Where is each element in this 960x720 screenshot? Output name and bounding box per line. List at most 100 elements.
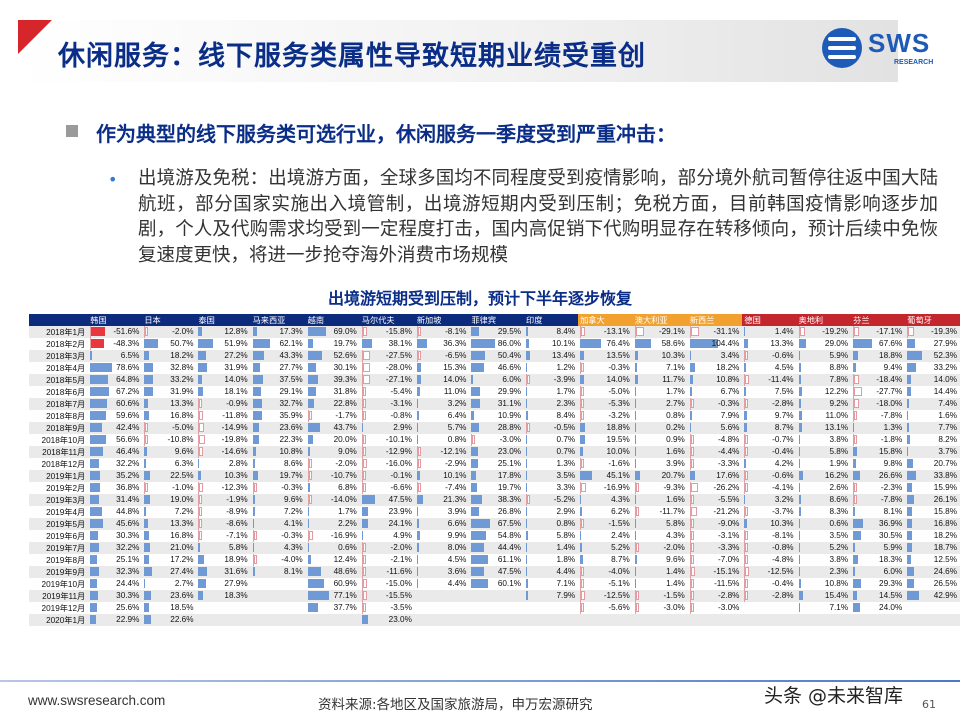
negative-bar — [362, 435, 366, 444]
dot-bullet-icon: • — [108, 170, 118, 189]
cell-value: 18.5% — [170, 603, 194, 612]
table-row: 2018年8月 59.6% 16.8% -11.8% 35.9% -1.7% -0.8% 6.… — [29, 410, 960, 422]
zero-line — [689, 326, 691, 338]
table-cell: 8.0% — [414, 542, 470, 554]
table-cell: -6.5% — [414, 350, 470, 362]
positive-bar — [90, 435, 106, 444]
zero-line — [416, 446, 418, 458]
cell-value: 6.6% — [447, 519, 467, 528]
cell-value: 67.5% — [497, 519, 522, 528]
table-cell: -3.0% — [633, 602, 688, 614]
cell-value: 3.8% — [829, 555, 849, 564]
table-cell: -11.6% — [359, 566, 415, 578]
negative-bar — [799, 327, 805, 336]
zero-line — [526, 422, 528, 434]
table-cell: -14.9% — [196, 422, 251, 434]
cell-value: 4.3% — [611, 495, 630, 504]
positive-bar — [416, 435, 418, 444]
positive-bar — [634, 579, 636, 588]
cell-value: 45.6% — [116, 519, 140, 528]
cell-value: 17.2% — [170, 555, 194, 564]
positive-bar — [634, 363, 637, 372]
table-cell: 16.8% — [142, 530, 196, 542]
cell-value: 19.7% — [497, 483, 522, 492]
column-header: 菲律宾 — [469, 314, 525, 326]
table-cell — [414, 614, 470, 626]
cell-value: 1.6% — [666, 495, 685, 504]
table-cell: 12.2% — [797, 386, 852, 398]
cell-value: 7.1% — [556, 579, 576, 588]
zero-line — [471, 434, 473, 446]
table-cell: 3.9% — [633, 458, 688, 470]
cell-value: 6.4% — [447, 411, 467, 420]
cell-value: -2.0% — [390, 543, 412, 552]
cell-value: -2.3% — [880, 483, 903, 492]
cell-value: -1.7% — [335, 411, 357, 420]
cell-value: -0.3% — [281, 483, 303, 492]
table-header-corner — [29, 314, 89, 326]
table-cell: 14.5% — [851, 590, 906, 602]
table-cell: 26.5% — [905, 578, 960, 590]
cell-value: 23.0% — [388, 615, 412, 624]
table-cell: 6.5% — [88, 350, 143, 362]
table-cell: 4.2% — [742, 458, 796, 470]
positive-bar — [798, 591, 803, 600]
cell-value: 5.2% — [829, 543, 849, 552]
cell-value: -0.7% — [772, 435, 794, 444]
table-cell: -6.6% — [360, 482, 415, 494]
cell-value: 10.3% — [224, 471, 248, 480]
table-cell: 4.5% — [415, 554, 470, 566]
cell-value: -6.6% — [390, 483, 412, 492]
zero-line — [634, 506, 636, 518]
positive-bar — [526, 555, 528, 564]
table-cell: 22.3% — [251, 434, 306, 446]
positive-bar — [90, 567, 100, 576]
negative-bar — [199, 435, 205, 444]
cell-value: 36.3% — [443, 339, 467, 348]
positive-bar — [90, 387, 109, 396]
table-cell: 9.2% — [796, 398, 852, 410]
negative-bar — [527, 495, 531, 504]
cell-value: 0.7% — [556, 435, 576, 444]
table-cell: 13.4% — [524, 350, 579, 362]
cell-value: 7.2% — [174, 507, 194, 516]
table-cell: 21.3% — [414, 494, 470, 506]
positive-bar — [798, 483, 800, 492]
positive-bar — [526, 327, 529, 336]
table-cell: -8.9% — [196, 506, 250, 518]
cell-value: 52.3% — [933, 351, 957, 360]
cell-value: -6.5% — [445, 351, 467, 360]
month-label: 2018年12月 — [41, 460, 86, 469]
negative-bar — [362, 399, 366, 408]
cell-value: 18.3% — [224, 591, 248, 600]
positive-bar — [853, 339, 872, 348]
table-cell: -12.3% — [196, 482, 250, 494]
positive-bar — [471, 339, 495, 348]
table-cell: -26.2% — [688, 482, 743, 494]
cell-value: 3.6% — [447, 567, 467, 576]
cell-value: 8.1% — [284, 567, 303, 576]
zero-line — [853, 398, 855, 410]
table-cell: -3.0% — [688, 602, 743, 614]
footer-url: www.swsresearch.com — [28, 693, 166, 708]
positive-bar — [252, 459, 255, 468]
month-label: 2018年2月 — [46, 340, 86, 349]
cell-value: 23.9% — [388, 507, 412, 516]
cell-value: -1.0% — [172, 483, 194, 492]
table-cell: 5.8% — [632, 518, 688, 530]
positive-bar — [361, 339, 373, 348]
positive-bar — [90, 531, 99, 540]
positive-bar — [144, 375, 154, 384]
zero-line — [689, 434, 691, 446]
cell-value: 4.5% — [447, 555, 467, 564]
negative-bar — [745, 543, 749, 552]
cell-value: -15.8% — [385, 327, 412, 336]
cell-value: 31.6% — [224, 567, 248, 576]
table-cell: 5.9% — [796, 350, 852, 362]
table-cell: 2.9% — [359, 422, 415, 434]
column-header: 日本 — [142, 314, 197, 326]
page-number: 61 — [922, 698, 936, 711]
table-cell: 35.9% — [251, 410, 306, 422]
table-cell: 45.6% — [88, 518, 143, 530]
table-cell: 7.4% — [905, 398, 960, 410]
